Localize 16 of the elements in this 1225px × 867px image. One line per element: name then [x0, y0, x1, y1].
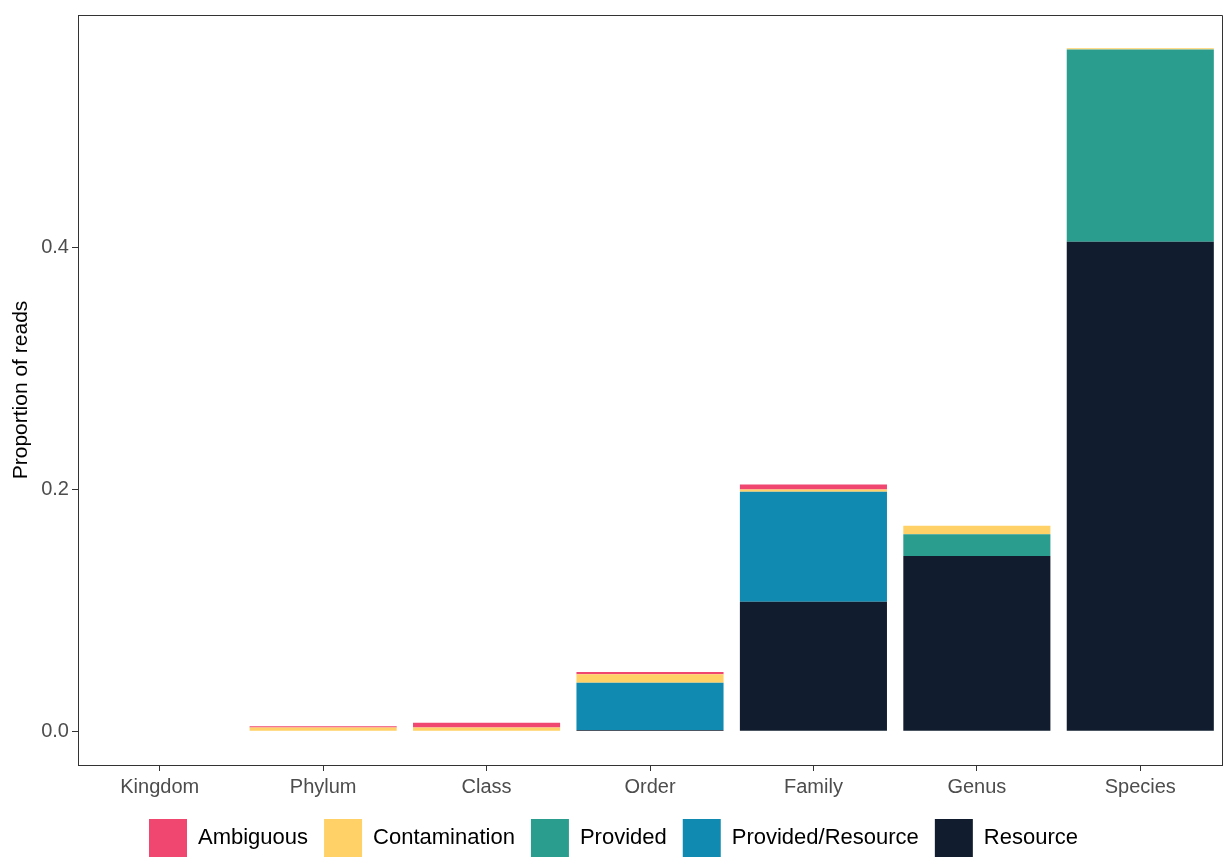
x-tick-label: Phylum	[289, 774, 357, 797]
y-tick-label: 0.2	[41, 476, 69, 499]
legend-label: Provided/Resource	[731, 824, 919, 850]
legend-label: Provided	[579, 824, 667, 850]
x-tick-label: Genus	[947, 774, 1007, 797]
x-tick-label: Kingdom	[120, 774, 200, 797]
x-tick-label: Species	[1104, 774, 1176, 797]
y-tick-label: 0.0	[41, 718, 69, 741]
x-tick-label: Order	[624, 774, 676, 797]
y-axis-title: Proportion of reads	[8, 300, 32, 480]
legend-label: Contamination	[373, 824, 515, 850]
legend-label: Resource	[983, 824, 1078, 850]
y-tick-label: 0.4	[41, 235, 69, 258]
x-tick-label: Class	[461, 774, 512, 797]
legend-label: Ambiguous	[198, 824, 309, 850]
x-tick-label: Family	[783, 774, 843, 797]
